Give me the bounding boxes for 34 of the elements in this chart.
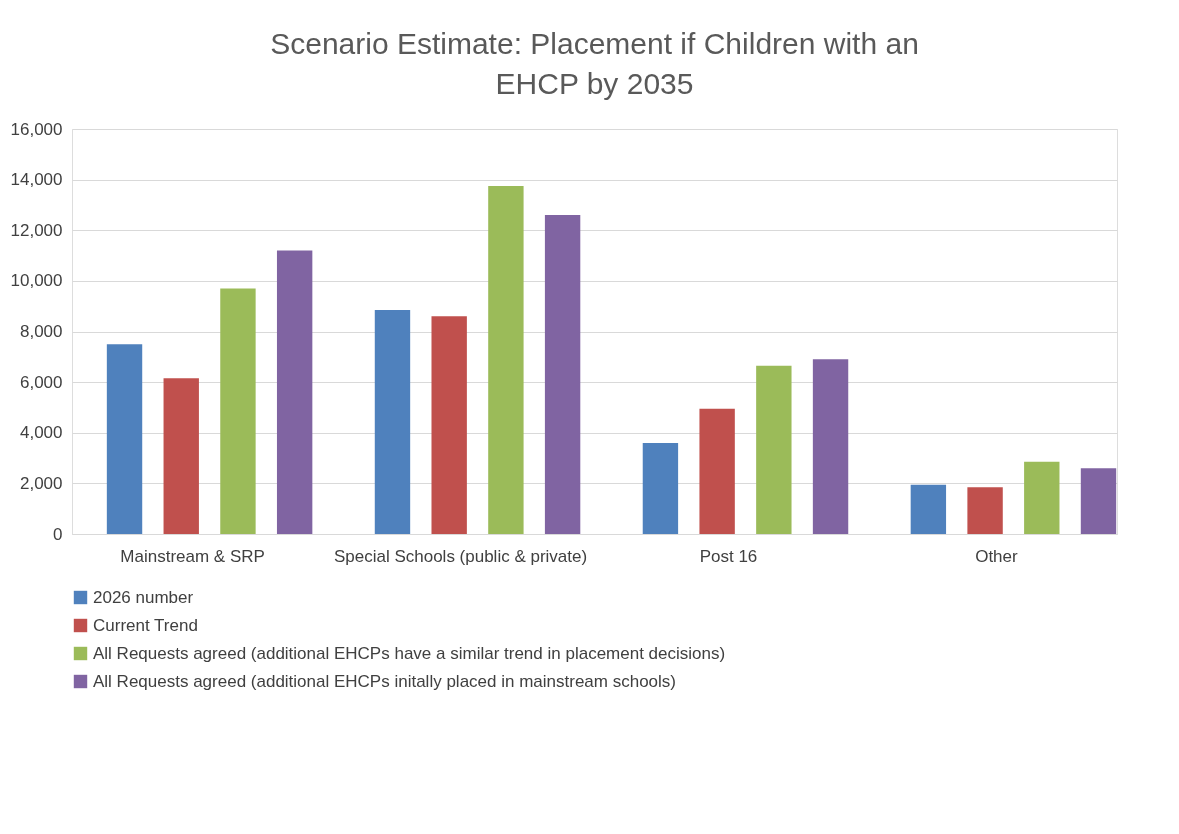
- bar: [699, 408, 735, 534]
- legend-label: All Requests agreed (additional EHCPs have a similar trend in placement decisions): [93, 643, 726, 663]
- bar: [488, 185, 524, 534]
- x-tick-label: Post 16: [699, 546, 758, 566]
- x-tick-label: Mainstream & SRP: [120, 546, 265, 566]
- bar: [220, 288, 256, 534]
- bar: [276, 250, 313, 534]
- y-tick-label: 12,000: [10, 220, 63, 240]
- legend-label: Current Trend: [93, 615, 198, 635]
- bar: [374, 309, 411, 534]
- y-tick-label: 0: [53, 524, 63, 544]
- bar: [812, 359, 849, 534]
- legend-label: All Requests agreed (additional EHCPs initally placed in mainstream schools): [93, 671, 676, 691]
- y-tick-label: 8,000: [19, 322, 63, 341]
- bar: [910, 484, 947, 534]
- y-tick-label: 14,000: [10, 170, 63, 190]
- bar: [967, 487, 1003, 534]
- x-tick-label: Other: [975, 546, 1019, 566]
- bar: [544, 215, 581, 534]
- y-tick-label: 2,000: [19, 473, 63, 493]
- bar: [163, 378, 199, 534]
- bar: [106, 344, 143, 534]
- legend-label: 2026 number: [93, 587, 194, 607]
- chart-title: Scenario Estimate: Placement if Children with an EHCP by 2035: [270, 27, 919, 100]
- y-tick-label: 4,000: [19, 423, 63, 443]
- bar: [1080, 468, 1117, 534]
- bar: [756, 365, 792, 534]
- bar: [431, 316, 467, 534]
- x-tick-label: Special Schools (public & private): [333, 546, 588, 566]
- y-tick-label: 16,000: [10, 119, 63, 139]
- bar: [1024, 461, 1060, 534]
- y-tick-label: 6,000: [19, 372, 63, 392]
- y-tick-label: 10,000: [10, 271, 63, 291]
- bar: [642, 442, 679, 534]
